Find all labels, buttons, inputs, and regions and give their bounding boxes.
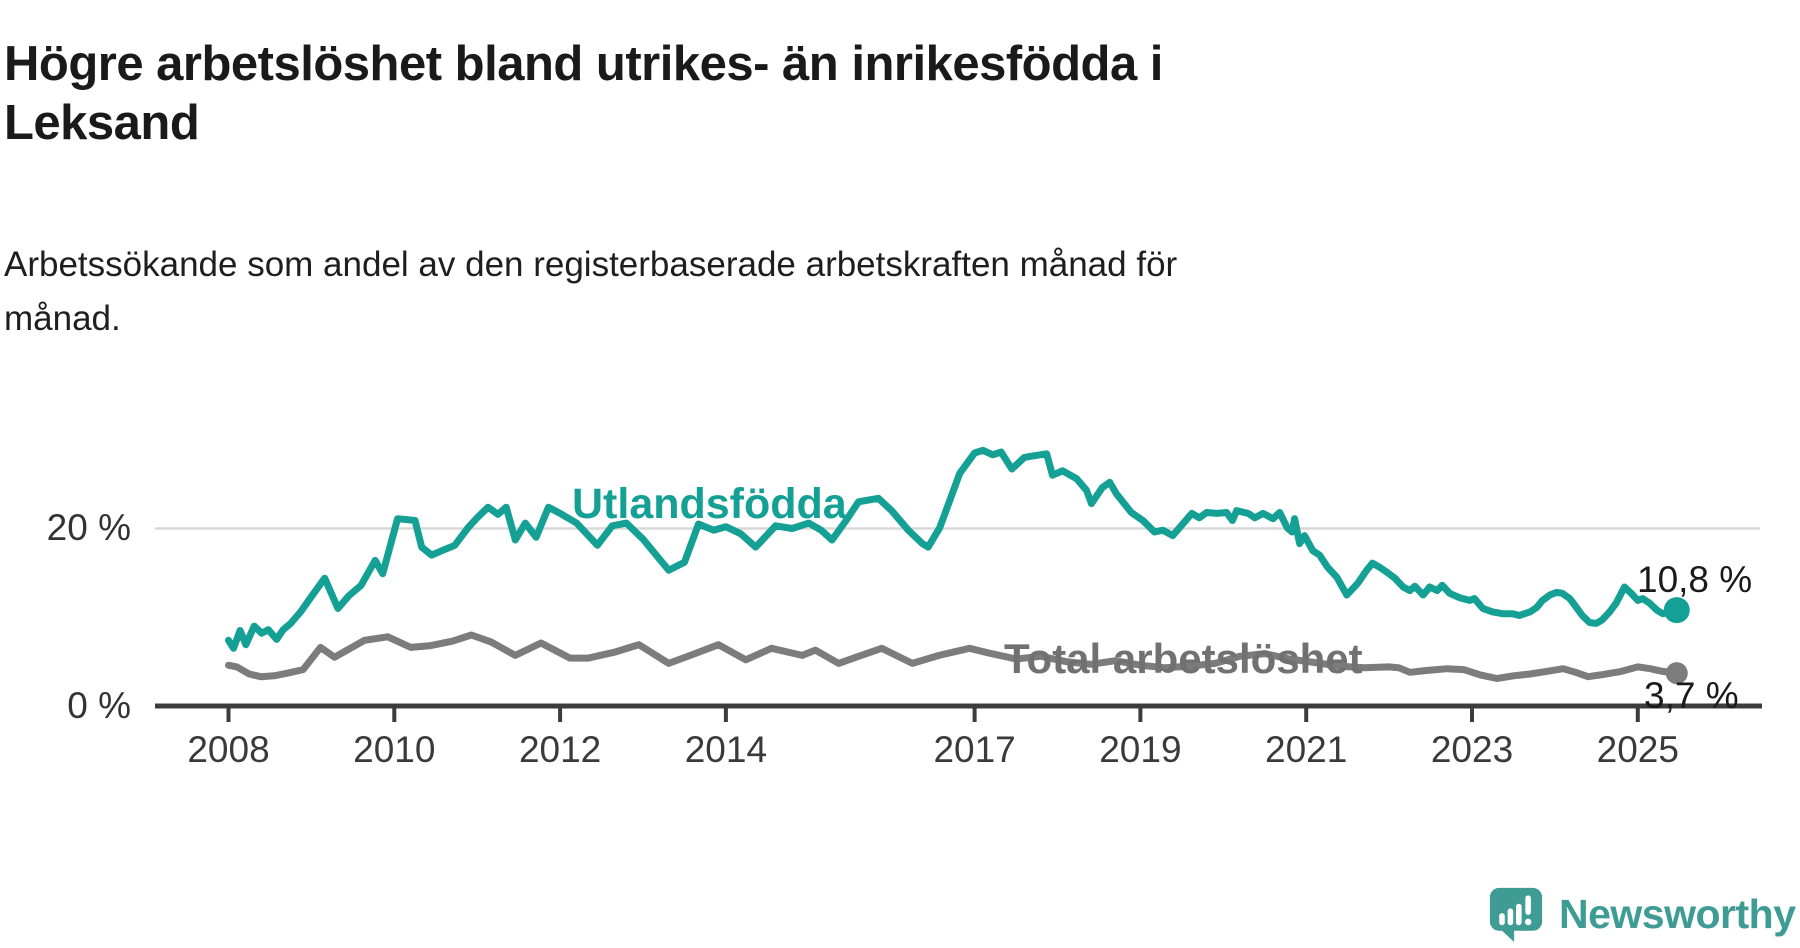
x-axis-tick-label-2021: 2021: [1265, 729, 1348, 770]
page-title: Högre arbetslöshet bland utrikes- än inr…: [4, 36, 1163, 150]
newsworthy-wordmark: Newsworthy: [1559, 891, 1796, 937]
newsworthy-bubble-chart-icon: [1489, 887, 1543, 942]
x-axis-tick-label-2014: 2014: [684, 729, 768, 770]
x-axis-tick-label-2023: 2023: [1430, 729, 1514, 770]
y-axis-tick-label-0: 0 %: [67, 685, 131, 726]
end-value-label-total: 3,7 %: [1644, 675, 1739, 716]
y-axis-tick-label-20: 20 %: [46, 507, 131, 548]
series-line-1: [225, 631, 1681, 682]
end-value-label-utlandsfodda: 10,8 %: [1637, 559, 1753, 600]
x-axis-tick-label-2012: 2012: [518, 729, 602, 770]
x-axis-tick-label-2019: 2019: [1099, 729, 1182, 770]
x-axis-tick-label-2008: 2008: [187, 729, 270, 770]
x-axis-tick-label-2025: 2025: [1596, 729, 1679, 770]
series-end-dot-0: [1663, 597, 1690, 624]
page-subtitle: Arbetssökande som andel av den registerb…: [4, 245, 1178, 339]
series-label-total-arbetsloshet: Total arbetslöshet: [1004, 635, 1363, 682]
series-end-dot-1: [1665, 662, 1688, 685]
series-line-0: [225, 446, 1681, 652]
x-axis-tick-label-2010: 2010: [353, 729, 436, 770]
newsworthy-logo: Newsworthy: [1488, 886, 1796, 942]
series-label-utlandsfodda: Utlandsfödda: [572, 480, 847, 528]
x-axis-tick-label-2017: 2017: [933, 729, 1016, 770]
